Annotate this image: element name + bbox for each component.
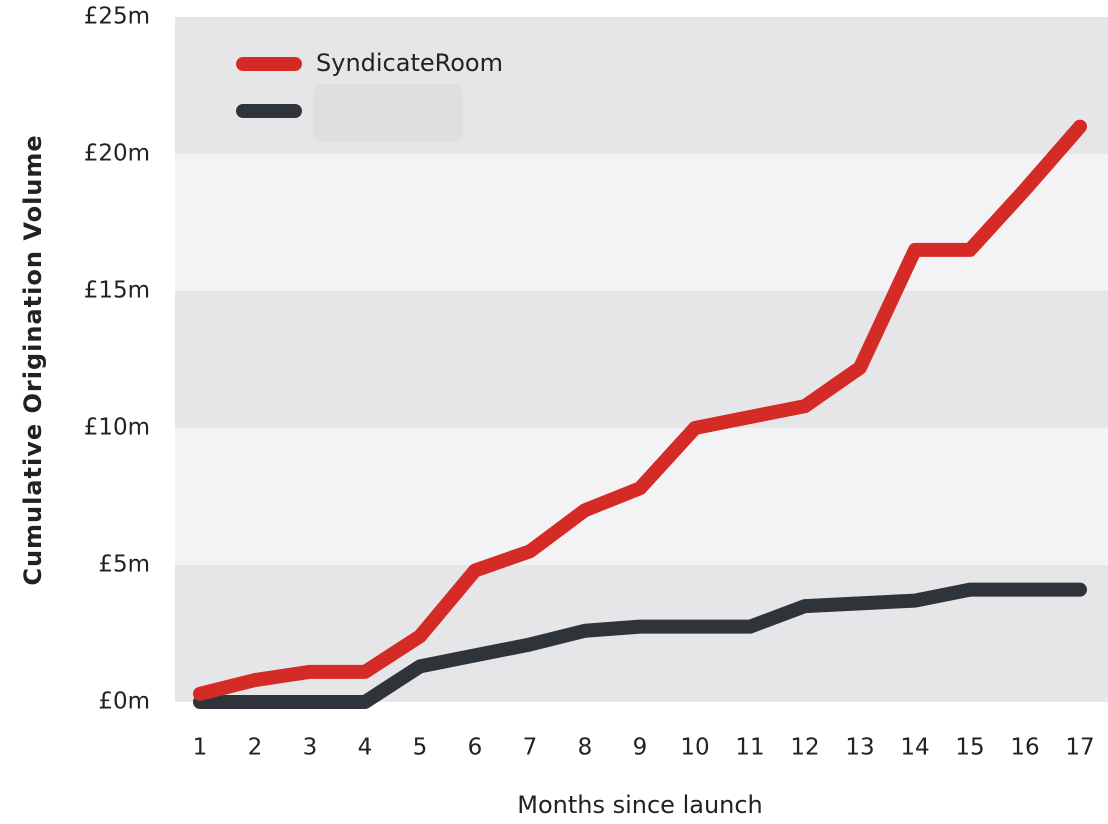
x-tick-label: 1 <box>193 735 208 761</box>
y-tick-label: £15m <box>84 278 150 304</box>
x-tick-label: 16 <box>1010 735 1039 761</box>
x-tick-label: 15 <box>955 735 984 761</box>
y-tick-label: £25m <box>84 4 150 30</box>
legend-label: SyndicateRoom <box>316 49 503 77</box>
x-tick-label: 4 <box>358 735 373 761</box>
x-tick-label: 3 <box>303 735 318 761</box>
x-tick-label: 2 <box>248 735 263 761</box>
y-tick-label: £20m <box>84 141 150 167</box>
x-tick-label: 8 <box>578 735 593 761</box>
legend: SyndicateRoom <box>236 49 503 142</box>
x-tick-label: 13 <box>845 735 874 761</box>
y-tick-label: £5m <box>98 552 150 578</box>
y-tick-label: £10m <box>84 415 150 441</box>
x-tick-label: 6 <box>468 735 483 761</box>
band <box>175 154 1108 291</box>
x-axis-title: Months since launch <box>517 791 763 819</box>
x-tick-label: 14 <box>900 735 929 761</box>
series-line <box>193 582 1087 709</box>
series-line <box>193 119 1087 701</box>
band <box>175 428 1108 565</box>
y-tick-label: £0m <box>98 689 150 715</box>
legend-redaction <box>313 84 463 142</box>
x-tick-label: 5 <box>413 735 428 761</box>
x-tick-label: 12 <box>790 735 819 761</box>
x-tick-label: 17 <box>1065 735 1094 761</box>
x-tick-label: 9 <box>633 735 648 761</box>
y-axis-title: Cumulative Origination Volume <box>19 134 47 585</box>
lines <box>193 119 1087 709</box>
x-tick-label: 10 <box>680 735 709 761</box>
x-tick-label: 11 <box>735 735 764 761</box>
band <box>175 291 1108 428</box>
x-tick-label: 7 <box>523 735 538 761</box>
